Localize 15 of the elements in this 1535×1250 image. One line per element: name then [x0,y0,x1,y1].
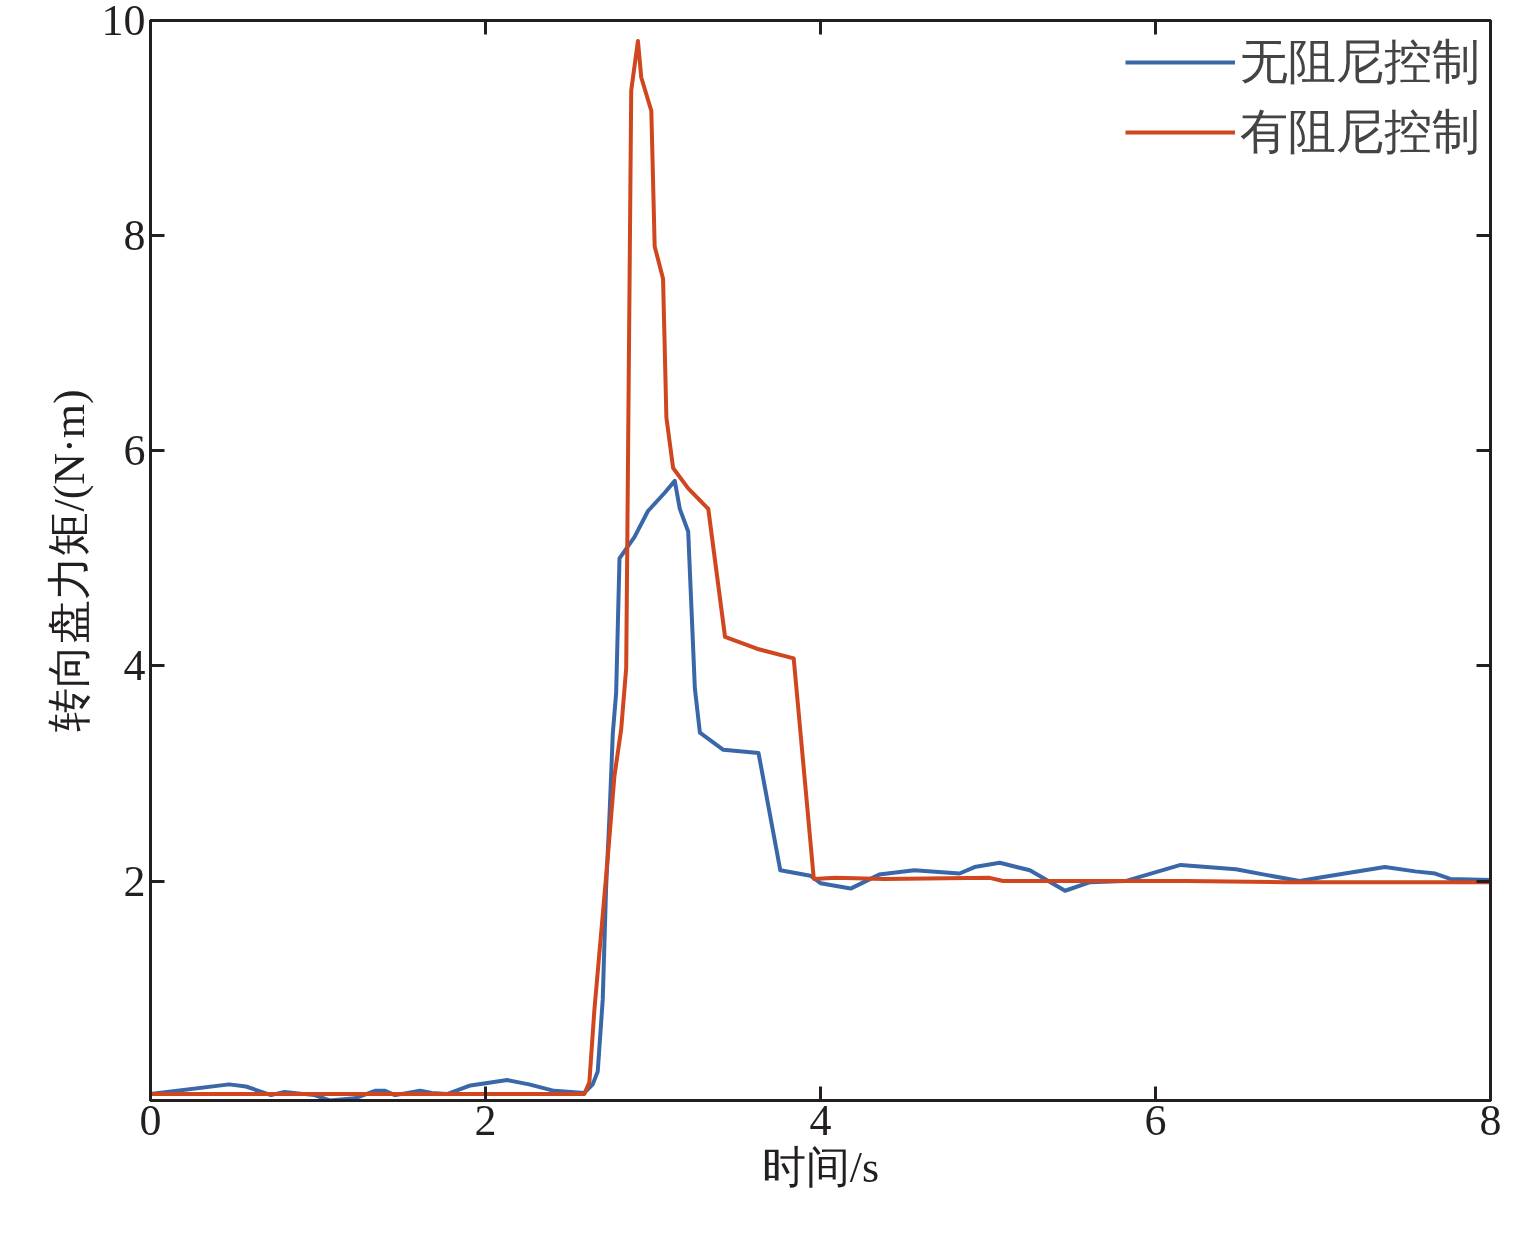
y-tick-label: 6 [123,426,146,476]
x-tick-label: 2 [474,1095,497,1145]
line-series [150,38,1491,1097]
x-tick-label: 8 [1479,1095,1502,1145]
legend-label: 无阻尼控制 [1240,34,1480,90]
x-tick-label: 0 [139,1095,162,1145]
y-axis-title: 转向盘力矩/(N·m) [44,389,94,732]
x-tick-label: 4 [809,1095,832,1145]
y-tick-label: 10 [101,0,146,45]
x-axis-title: 时间/s [761,1142,880,1192]
y-tick-label: 8 [123,211,146,261]
y-tick-label: 4 [123,641,146,691]
x-tick-label: 6 [1144,1095,1167,1145]
y-tick-label: 2 [123,856,146,906]
legend-label: 有阻尼控制 [1240,104,1480,160]
